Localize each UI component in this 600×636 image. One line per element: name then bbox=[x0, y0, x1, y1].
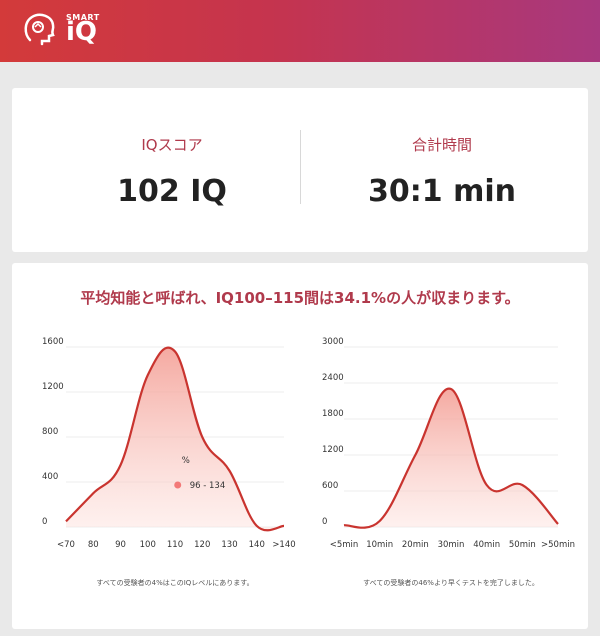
chart-card: 平均知能と呼ばれ、IQ100–115間は34.1%の人が収まります。 0 400 8… bbox=[12, 263, 588, 629]
headline: 平均知能と呼ばれ、IQ100–115間は34.1%の人が収まります。 bbox=[80, 289, 520, 307]
x-tick-label: 80 bbox=[88, 540, 99, 550]
y-tick-label: 1600 bbox=[42, 337, 64, 347]
iq-score-value: 102 IQ bbox=[117, 174, 227, 209]
top-bar: SMART iQ bbox=[0, 0, 600, 62]
brand-large: iQ bbox=[66, 17, 98, 47]
brand-small: SMART bbox=[66, 13, 100, 22]
x-tick-label: 120 bbox=[194, 540, 210, 550]
total-time-value: 30:1 min bbox=[368, 174, 516, 209]
x-tick-label: 30min bbox=[438, 540, 465, 550]
y-tick-label: 3000 bbox=[322, 337, 344, 347]
y-tick-label: 0 bbox=[322, 517, 327, 527]
x-tick-label: 130 bbox=[221, 540, 237, 550]
x-tick-label: >50min bbox=[541, 540, 575, 550]
x-tick-label: 110 bbox=[167, 540, 183, 550]
y-tick-label: 1200 bbox=[322, 445, 344, 455]
iq-score-section: IQスコア 102 IQ bbox=[28, 88, 316, 252]
x-tick-label: 50min bbox=[509, 540, 536, 550]
series-line bbox=[65, 346, 285, 532]
x-tick-label: 10min bbox=[366, 540, 393, 550]
x-tick-label: 140 bbox=[249, 540, 265, 550]
x-tick-label: 100 bbox=[140, 540, 156, 550]
x-tick-label: 40min bbox=[473, 540, 500, 550]
x-tick-label: <5min bbox=[330, 540, 359, 550]
area-fill bbox=[66, 347, 284, 531]
marker-label: % bbox=[182, 456, 190, 466]
y-tick-label: 800 bbox=[42, 427, 58, 437]
y-tick-label: 600 bbox=[322, 481, 338, 491]
x-tick-label: 90 bbox=[115, 540, 126, 550]
total-time-section: 合計時間 30:1 min bbox=[298, 88, 586, 252]
y-tick-label: 0 bbox=[42, 517, 47, 527]
x-tick-label: >140 bbox=[272, 540, 295, 550]
series-line bbox=[343, 387, 559, 529]
total-time-label: 合計時間 bbox=[411, 136, 472, 154]
iq-score-label: IQスコア bbox=[141, 136, 203, 154]
x-tick-label: <70 bbox=[57, 540, 75, 550]
user-marker bbox=[174, 481, 182, 489]
area-fill bbox=[344, 388, 558, 528]
head-icon bbox=[24, 13, 55, 46]
chart-caption: すべての受験者の4%はこのIQレベルにあります。 bbox=[96, 578, 253, 587]
y-tick-label: 400 bbox=[42, 472, 58, 482]
x-tick-label: 20min bbox=[402, 540, 429, 550]
score-card: IQスコア 102 IQ 合計時間 30:1 min bbox=[12, 88, 588, 252]
y-tick-label: 2400 bbox=[322, 373, 344, 383]
divider bbox=[300, 130, 301, 204]
marker-range-label: 96 - 134 bbox=[190, 481, 226, 491]
chart-caption: すべての受験者の46%より早くテストを完了しました。 bbox=[363, 578, 539, 587]
charts-svg: 0 400 800 1200 1600 <70 80 90 100 110 120 130 140 >14… bbox=[42, 337, 575, 587]
y-tick-label: 1200 bbox=[42, 382, 64, 392]
logo[interactable]: SMART iQ bbox=[20, 10, 99, 50]
y-tick-label: 1800 bbox=[322, 409, 344, 419]
